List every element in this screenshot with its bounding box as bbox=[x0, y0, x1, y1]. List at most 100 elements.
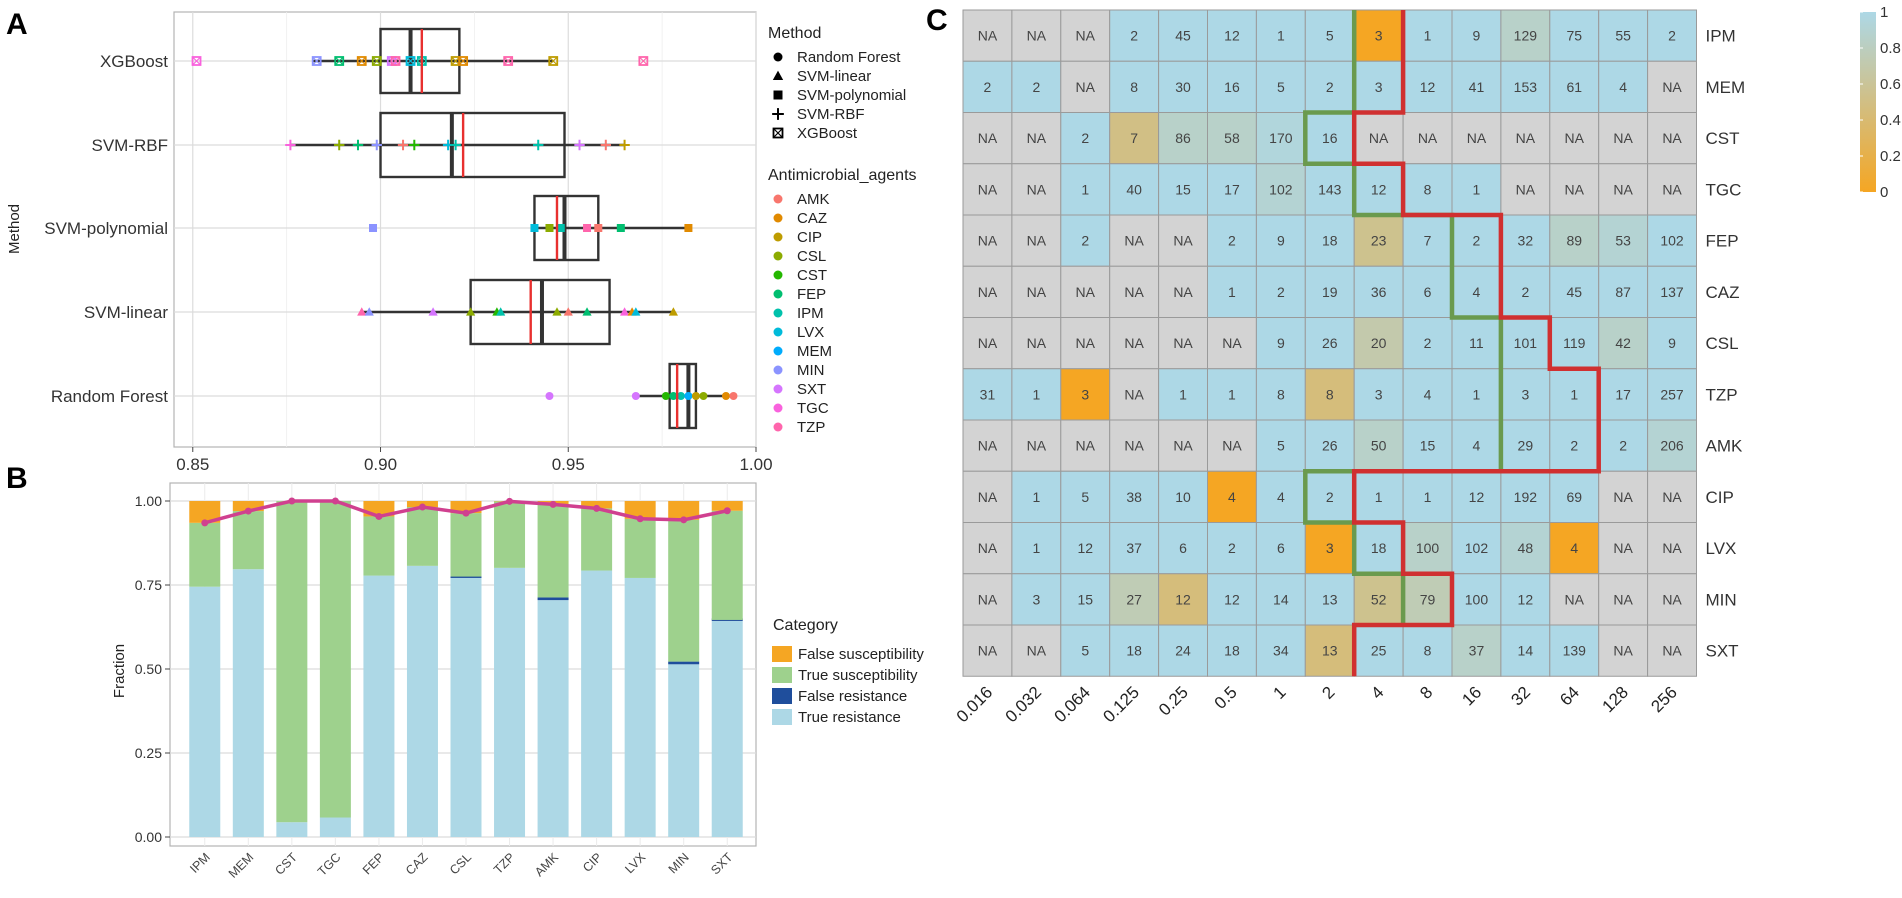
heatmap-cell-fill bbox=[1451, 470, 1502, 523]
heatmap-cell: 86 bbox=[1158, 112, 1208, 165]
heatmap-cell-value: NA bbox=[1613, 643, 1633, 659]
heatmap-cell-value: NA bbox=[1613, 181, 1633, 197]
heatmap-cell-value: 1 bbox=[1424, 489, 1432, 505]
heatmap-cell: 1 bbox=[1011, 522, 1062, 575]
heatmap-cell-value: NA bbox=[1662, 489, 1682, 505]
data-point bbox=[466, 307, 476, 316]
heatmap-cell: 5 bbox=[1255, 60, 1306, 113]
data-point-frame bbox=[311, 56, 322, 66]
heatmap-cell-value: NA bbox=[1662, 591, 1682, 607]
legend-marker-triangle bbox=[772, 70, 784, 81]
data-point-cross bbox=[391, 56, 400, 66]
heatmap-cell-value: 18 bbox=[1371, 540, 1387, 556]
heatmap-cell-value: 139 bbox=[1563, 643, 1587, 659]
heatmap-cell-value: 3 bbox=[1521, 386, 1529, 402]
heatmap-column-label: 1 bbox=[1270, 683, 1290, 703]
bar-segment bbox=[319, 501, 351, 818]
heatmap-cell-value: 12 bbox=[1469, 489, 1485, 505]
heatmap-cell: 13 bbox=[1304, 573, 1355, 626]
heatmap-cell-value: 1 bbox=[1179, 386, 1187, 402]
data-point-frame bbox=[371, 56, 382, 66]
heatmap-cell-value: 24 bbox=[1175, 643, 1191, 659]
heatmap-cell-value: 12 bbox=[1224, 591, 1240, 607]
heatmap-cell-fill bbox=[1647, 265, 1697, 318]
data-point-cross bbox=[192, 56, 201, 66]
bar-segment bbox=[450, 575, 482, 578]
heatmap-cell-value: 15 bbox=[1175, 181, 1191, 197]
heatmap-cell: 153 bbox=[1500, 60, 1551, 113]
heatmap-cell-value: NA bbox=[1173, 284, 1193, 300]
legend-agent-label: TGC bbox=[797, 400, 829, 417]
heatmap-cell: 87 bbox=[1598, 265, 1649, 318]
heatmap-cell-value: NA bbox=[1173, 438, 1193, 454]
bar-segment bbox=[494, 567, 526, 837]
heatmap-cell: 8 bbox=[1402, 163, 1453, 216]
heatmap-cell-value: NA bbox=[978, 489, 998, 505]
heatmap-cell-fill bbox=[1255, 317, 1306, 370]
bar-segment bbox=[189, 522, 221, 587]
heatmap-cell: 3 bbox=[1500, 368, 1551, 421]
heatmap-column-label: 0.125 bbox=[1099, 683, 1143, 727]
fraction-point bbox=[288, 497, 296, 505]
heatmap-cell: 45 bbox=[1549, 265, 1600, 318]
heatmap-cell: NA bbox=[1207, 419, 1257, 472]
heatmap-cell: 5 bbox=[1060, 470, 1111, 523]
legend-agent-swatch bbox=[773, 327, 783, 337]
bar-stack-cst bbox=[276, 501, 308, 837]
heatmap-cell-value: 1 bbox=[1473, 386, 1481, 402]
heatmap-cell: 139 bbox=[1549, 624, 1600, 677]
panel-a-ylabel: Method bbox=[6, 204, 23, 254]
legend-agent-swatch bbox=[773, 270, 783, 280]
heatmap-cell-value: 13 bbox=[1322, 643, 1338, 659]
heatmap-cell-fill bbox=[1304, 163, 1355, 216]
heatmap-cell: 38 bbox=[1109, 470, 1160, 523]
heatmap-cell-value: 3 bbox=[1375, 386, 1383, 402]
bar-segment bbox=[624, 518, 656, 578]
heatmap-cell-fill bbox=[1402, 419, 1453, 472]
fraction-point bbox=[506, 497, 514, 505]
heatmap-cell: 52 bbox=[1353, 573, 1404, 626]
heatmap-cell-value: 58 bbox=[1224, 130, 1240, 146]
heatmap-cell-value: 17 bbox=[1224, 181, 1240, 197]
fraction-point bbox=[723, 507, 731, 515]
heatmap-cell-fill bbox=[962, 265, 1013, 318]
heatmap-cell-fill bbox=[1011, 624, 1062, 677]
heatmap-cell-value: NA bbox=[1124, 386, 1144, 402]
heatmap-cell: NA bbox=[962, 214, 1013, 267]
heatmap-cell-fill bbox=[1353, 214, 1404, 267]
heatmap-cell-value: 1 bbox=[1081, 181, 1089, 197]
heatmap-cell: NA bbox=[962, 419, 1013, 472]
heatmap-cell-fill bbox=[1647, 470, 1697, 523]
heatmap-cell-value: 2 bbox=[1326, 79, 1334, 95]
heatmap-cell-value: NA bbox=[978, 233, 998, 249]
data-point bbox=[371, 139, 382, 151]
heatmap-row-label: TZP bbox=[1706, 385, 1738, 404]
heatmap-cell-value: 13 bbox=[1322, 591, 1338, 607]
data-point bbox=[428, 307, 438, 316]
bar-stack-tzp bbox=[494, 501, 526, 837]
heatmap-cell-value: 87 bbox=[1615, 284, 1631, 300]
heatmap-cell-fill bbox=[1647, 112, 1697, 165]
colorbar-tick-label: 0.6 bbox=[1880, 76, 1901, 93]
y-tick-label: 0.75 bbox=[135, 577, 162, 593]
heatmap-cell: NA bbox=[1500, 163, 1551, 216]
heatmap-cell-value: 3 bbox=[1375, 79, 1383, 95]
heatmap-cell-fill bbox=[1500, 163, 1551, 216]
heatmap-cell: 3 bbox=[1304, 522, 1355, 575]
data-point bbox=[600, 139, 612, 151]
heatmap-cell-fill bbox=[962, 112, 1013, 165]
heatmap-cell-value: 170 bbox=[1269, 130, 1293, 146]
heatmap-row-label: TGC bbox=[1706, 180, 1742, 199]
bar-segment bbox=[537, 597, 569, 601]
heatmap-cell-value: 31 bbox=[980, 386, 996, 402]
legend-method-label: SVM-RBF bbox=[797, 106, 865, 123]
heatmap-cell: 2 bbox=[1549, 419, 1600, 472]
heatmap-cell: 4 bbox=[1255, 470, 1306, 523]
heatmap-cell: 100 bbox=[1402, 522, 1453, 575]
heatmap-cell-fill bbox=[1158, 624, 1208, 677]
y-tick-label: SVM-RBF bbox=[92, 136, 169, 155]
heatmap-cell-value: 143 bbox=[1318, 181, 1342, 197]
heatmap-cell-value: NA bbox=[1662, 643, 1682, 659]
heatmap-cell: NA bbox=[1598, 624, 1649, 677]
bar-segment bbox=[581, 570, 613, 837]
